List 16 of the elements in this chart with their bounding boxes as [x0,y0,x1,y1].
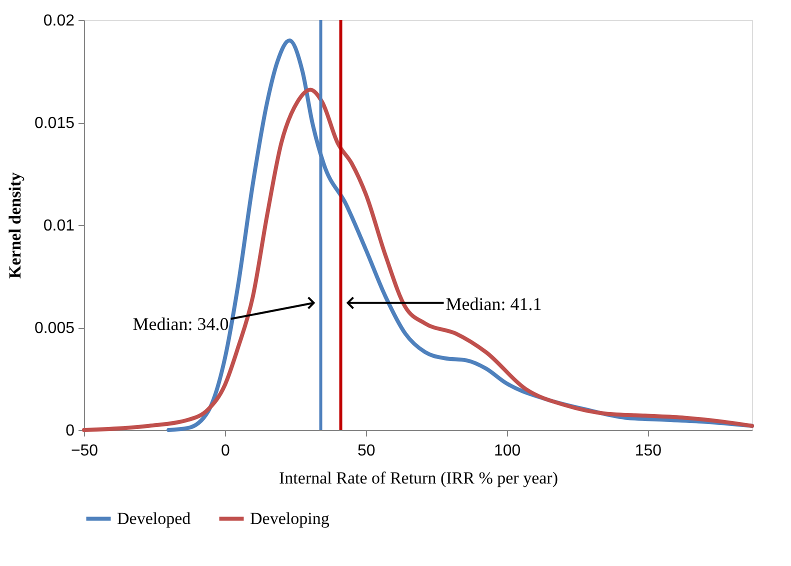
y-tick-label: 0.02 [43,12,75,30]
x-tick-label: 50 [357,442,376,460]
y-tick-label: 0.01 [43,218,75,234]
legend-label: Developing [250,508,330,528]
y-tick-label: 0 [66,422,75,440]
annotation: Median: 34.0 [132,314,229,334]
x-tick-label: −50 [70,442,98,460]
annotation: Median: 41.1 [446,294,542,314]
y-tick-label: 0.015 [34,115,75,132]
x-axis-title: Internal Rate of Return (IRR % per year) [279,468,558,488]
x-tick-label: 0 [220,442,230,460]
x-tick-label: 100 [494,442,521,460]
y-axis-title: Kernel density [5,172,24,279]
x-tick-label: 150 [634,442,662,460]
legend-label: Developed [117,508,192,528]
y-tick-label: 0.005 [34,320,75,337]
